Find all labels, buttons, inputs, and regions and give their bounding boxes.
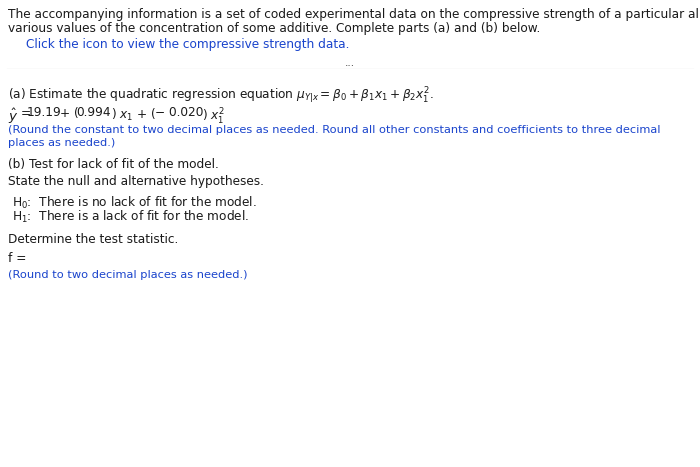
Text: $\hat{y}$: $\hat{y}$ — [8, 107, 18, 126]
Text: (Round the constant to two decimal places as needed. Round all other constants a: (Round the constant to two decimal place… — [8, 125, 661, 135]
Text: H$_0$:  There is no lack of fit for the model.: H$_0$: There is no lack of fit for the m… — [12, 195, 257, 211]
Text: 19.19: 19.19 — [27, 106, 62, 119]
Text: various values of the concentration of some additive. Complete parts (a) and (b): various values of the concentration of s… — [8, 22, 540, 35]
Text: f =: f = — [8, 252, 30, 265]
Text: − 0.020: − 0.020 — [155, 106, 203, 119]
Text: places as needed.): places as needed.) — [8, 138, 116, 148]
Text: ) $x_1^2$: ) $x_1^2$ — [202, 107, 225, 127]
Text: (Round to two decimal places as needed.): (Round to two decimal places as needed.) — [8, 270, 248, 280]
Text: Click the icon to view the compressive strength data.: Click the icon to view the compressive s… — [26, 38, 349, 51]
Text: The accompanying information is a set of coded experimental data on the compress: The accompanying information is a set of… — [8, 8, 700, 21]
Text: 0.994: 0.994 — [77, 106, 111, 119]
Text: + (: + ( — [60, 107, 78, 120]
Text: Determine the test statistic.: Determine the test statistic. — [8, 233, 178, 246]
Text: ) $x_1$ + (: ) $x_1$ + ( — [111, 107, 156, 123]
Text: (b) Test for lack of fit of the model.: (b) Test for lack of fit of the model. — [8, 158, 218, 171]
Text: State the null and alternative hypotheses.: State the null and alternative hypothese… — [8, 175, 264, 188]
Text: (a) Estimate the quadratic regression equation $\mu_{Y|x} = \beta_0 + \beta_1 x_: (a) Estimate the quadratic regression eq… — [8, 85, 433, 106]
Text: ...: ... — [345, 58, 355, 69]
Text: H$_1$:  There is a lack of fit for the model.: H$_1$: There is a lack of fit for the mo… — [12, 209, 249, 225]
Text: =: = — [21, 107, 31, 120]
